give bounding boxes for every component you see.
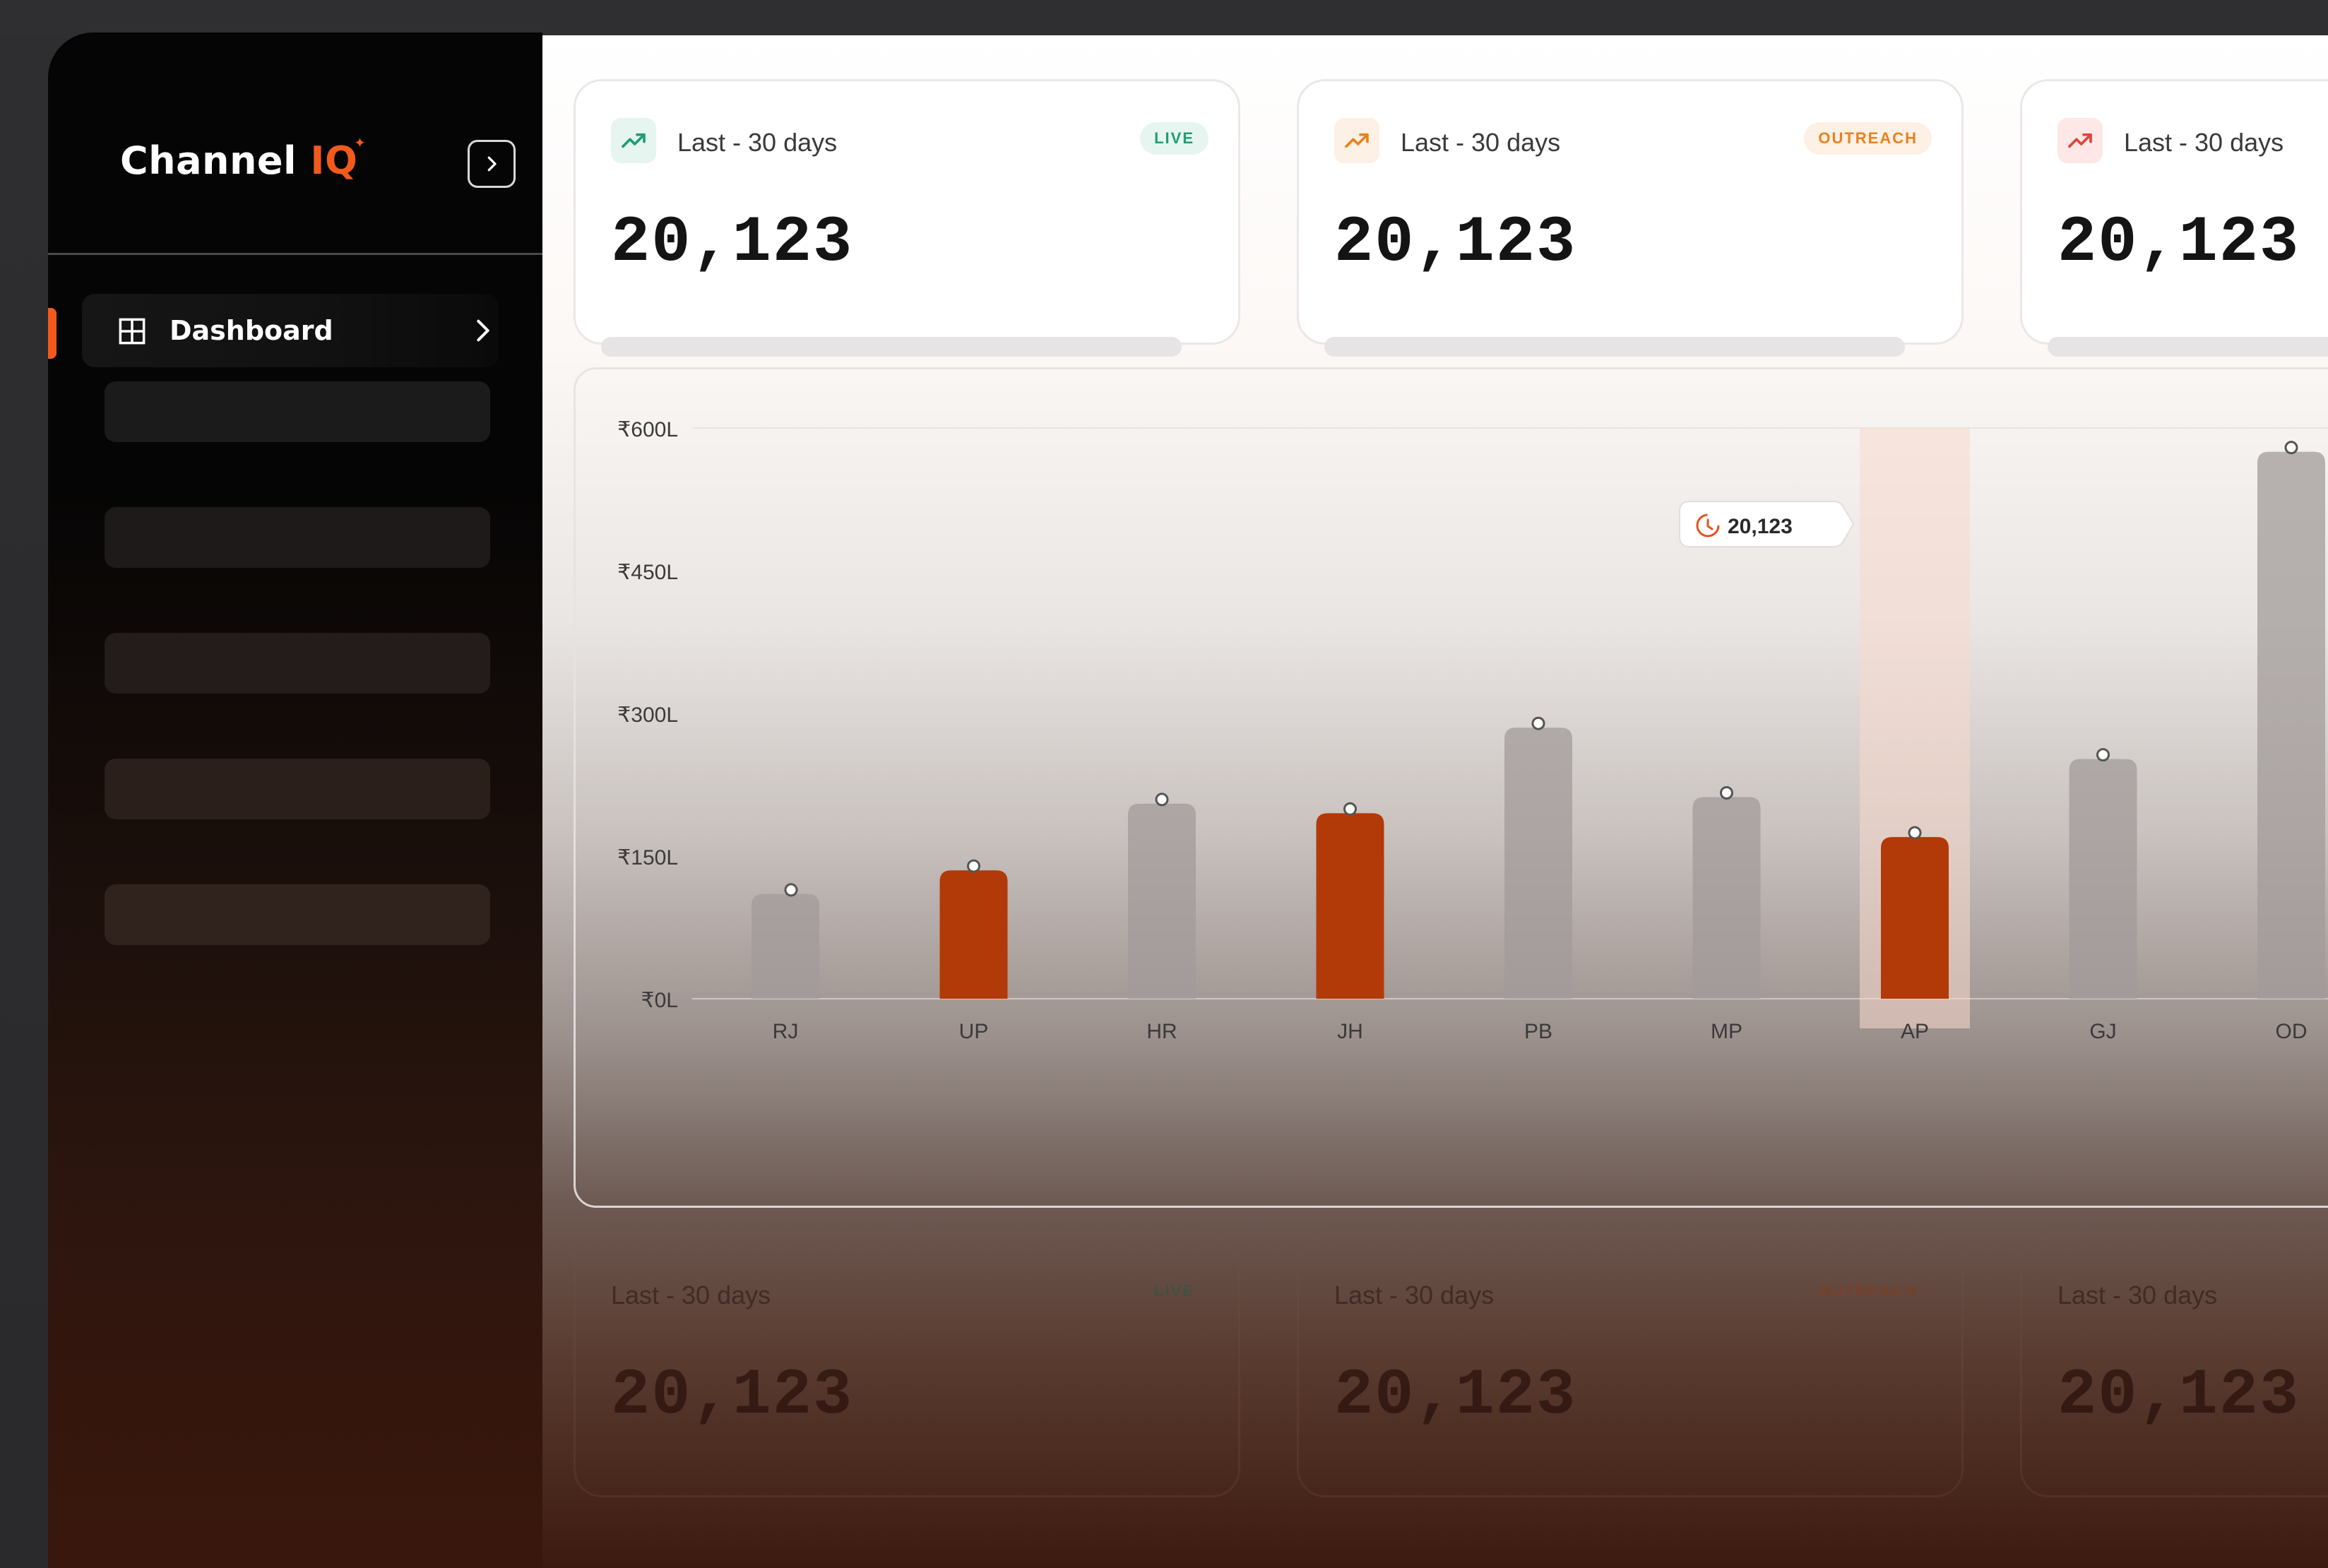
progress-bar xyxy=(2048,337,2328,357)
x-tick-label: MP xyxy=(1711,1020,1742,1043)
progress-bar xyxy=(601,337,1182,357)
card-title: Last - 30 days xyxy=(611,1281,771,1309)
sidebar-item-placeholder[interactable] xyxy=(105,381,490,442)
bar-pb xyxy=(1504,727,1572,999)
stat-card-outreach[interactable]: Last - 30 days OUTREACH 20,123 xyxy=(1297,79,1964,357)
status-badge: OUTREACH xyxy=(1818,1282,1918,1300)
timer-icon-hand xyxy=(1706,518,1714,530)
bar-point-marker xyxy=(2284,441,2298,455)
status-badge: OUTREACH xyxy=(1804,122,1932,155)
x-tick-label: JH xyxy=(1337,1020,1363,1043)
tooltip-box xyxy=(1679,501,1855,547)
bar-chart: ₹600L ₹450L ₹300L ₹150L ₹0L RJ UP HR JH PB MP AP GJ O… xyxy=(617,418,2328,1043)
card-value: 20,123 xyxy=(611,206,854,280)
progress-bar xyxy=(1324,337,1905,357)
brand-name: Channel xyxy=(120,138,297,183)
card-title: Last - 30 days xyxy=(2057,1281,2218,1309)
sidebar-item-placeholder[interactable] xyxy=(105,633,490,694)
y-tick-label: ₹150L xyxy=(617,846,678,869)
y-tick-label: ₹600L xyxy=(617,418,678,441)
y-tick-label: ₹300L xyxy=(617,703,678,727)
bar-hr xyxy=(1128,803,1196,999)
card-icon-box xyxy=(1334,118,1379,163)
bar-rj xyxy=(752,893,819,999)
y-tick-label: ₹450L xyxy=(617,561,678,584)
stat-card-live[interactable]: Last - 30 days LIVE 20,123 xyxy=(574,79,1240,357)
card-value: 20,123 xyxy=(1334,206,1577,280)
timer-icon-ring xyxy=(1696,513,1720,537)
bar-gj xyxy=(2069,759,2137,999)
trend-up-icon xyxy=(622,133,646,148)
chevron-right-icon xyxy=(477,319,489,342)
x-tick-label: RJ xyxy=(773,1020,799,1043)
x-tick-label: GJ xyxy=(2089,1020,2116,1043)
main-panel: Last - 30 days LIVE 20,123 Last - 30 day… xyxy=(542,35,2328,1568)
stat-card-third[interactable]: Last - 30 days 20,123 xyxy=(2020,79,2328,357)
card-icon-box xyxy=(2057,118,2103,163)
bar-point-marker xyxy=(967,859,980,873)
sidebar-divider xyxy=(48,253,542,255)
bar-mp xyxy=(1692,797,1761,999)
active-indicator xyxy=(48,308,57,359)
status-badge: LIVE xyxy=(1154,1282,1194,1300)
brand-spark-icon: ✦ xyxy=(354,134,367,151)
bar-point-marker xyxy=(1343,802,1357,816)
card-title: Last - 30 days xyxy=(1401,128,1561,157)
bar-up xyxy=(939,870,1008,999)
card-value: 20,123 xyxy=(611,1358,854,1432)
card-title: Last - 30 days xyxy=(1334,1281,1495,1309)
bar-point-marker xyxy=(1720,786,1733,800)
sidebar-item-placeholder[interactable] xyxy=(105,507,490,568)
sidebar-item-label: Dashboard xyxy=(170,315,333,346)
stat-card-live-lower[interactable]: Last - 30 days LIVE 20,123 xyxy=(574,1232,1240,1497)
window-top-bar xyxy=(0,0,2328,35)
tooltip-value: 20,123 xyxy=(1728,515,1793,538)
bar-jh xyxy=(1316,813,1384,999)
brand-suffix: IQ xyxy=(310,138,358,183)
sidebar: Channel IQ ✦ Dashboard xyxy=(48,32,542,1568)
stat-card-third-lower[interactable]: Last - 30 days 20,123 xyxy=(2020,1232,2328,1497)
card-value: 20,123 xyxy=(2057,1358,2300,1432)
sidebar-item-placeholder[interactable] xyxy=(105,759,490,819)
bar-ap xyxy=(1881,837,1949,999)
trend-up-icon xyxy=(1345,133,1369,148)
x-tick-label: OD xyxy=(2276,1020,2308,1043)
chart-panel xyxy=(574,367,2328,1208)
card-icon-box xyxy=(611,118,656,163)
y-tick-label: ₹0L xyxy=(641,989,678,1012)
collapse-sidebar-button[interactable] xyxy=(468,140,516,188)
stat-card-outreach-lower[interactable]: Last - 30 days OUTREACH 20,123 xyxy=(1297,1232,1964,1497)
sidebar-item-dashboard[interactable]: Dashboard xyxy=(82,294,499,367)
x-tick-label: AP xyxy=(1901,1020,1929,1043)
bar-point-marker xyxy=(1908,826,1922,840)
bar-point-marker xyxy=(1155,792,1169,807)
chevron-right-icon xyxy=(487,156,497,172)
card-value: 20,123 xyxy=(2057,206,2300,280)
trend-up-icon xyxy=(2068,133,2092,148)
x-tick-label: UP xyxy=(959,1020,989,1043)
sidebar-item-placeholder[interactable] xyxy=(105,884,490,945)
card-title: Last - 30 days xyxy=(2124,128,2284,157)
status-badge: LIVE xyxy=(1140,122,1208,155)
bar-point-marker xyxy=(2096,748,2110,762)
x-tick-label: HR xyxy=(1146,1020,1177,1043)
timer-icon xyxy=(1696,513,1720,537)
card-title: Last - 30 days xyxy=(677,128,838,157)
grid-icon xyxy=(119,318,146,345)
x-tick-label: PB xyxy=(1524,1020,1552,1043)
bar-point-marker xyxy=(1531,716,1545,730)
bar-od xyxy=(2257,451,2325,999)
card-value: 20,123 xyxy=(1334,1358,1577,1432)
brand-logo: Channel IQ ✦ xyxy=(120,134,366,183)
bar-point-marker xyxy=(784,883,798,897)
